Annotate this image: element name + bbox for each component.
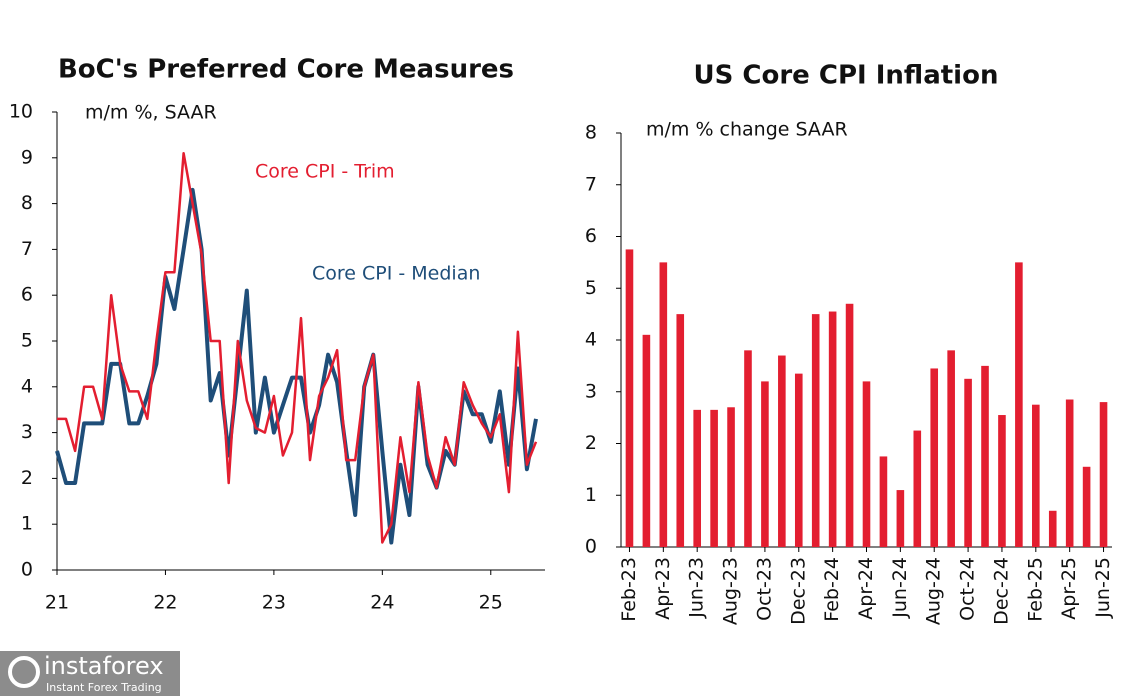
bar <box>862 381 871 547</box>
chart-title: US Core CPI Inflation <box>694 61 999 91</box>
x-tick-label: Jun-23 <box>686 557 708 619</box>
series-label: Core CPI - Trim <box>255 161 395 183</box>
bar <box>1099 402 1108 547</box>
bar <box>998 415 1006 547</box>
x-tick-label: Apr-25 <box>1058 557 1080 620</box>
y-tick-label: 0 <box>585 536 597 558</box>
y-tick-label: 3 <box>21 421 33 443</box>
bar <box>930 368 939 547</box>
x-tick-label: 24 <box>370 592 394 614</box>
watermark-icon <box>8 656 40 688</box>
bar <box>761 381 769 547</box>
bar <box>625 249 634 547</box>
y-tick-label: 8 <box>21 192 33 214</box>
x-tick-label: 23 <box>262 592 286 614</box>
y-tick-label: 10 <box>9 101 33 123</box>
y-tick-label: 5 <box>585 277 597 299</box>
bar <box>1048 510 1057 547</box>
y-axis-label: m/m %, SAAR <box>85 102 217 124</box>
x-tick-label: Jun-24 <box>889 557 911 619</box>
x-tick-label: Aug-23 <box>720 557 742 625</box>
x-tick-label: 22 <box>153 592 177 614</box>
y-tick-label: 9 <box>21 146 33 168</box>
x-tick-label: Aug-24 <box>923 557 945 625</box>
watermark: instaforex Instant Forex Trading <box>0 651 180 696</box>
y-tick-label: 7 <box>21 238 33 260</box>
bar <box>727 407 735 547</box>
chart-title: BoC's Preferred Core Measures <box>58 55 514 85</box>
bar <box>744 350 752 547</box>
x-tick-label: Feb-23 <box>618 557 640 622</box>
watermark-brand: instaforex <box>44 652 164 680</box>
y-tick-label: 6 <box>21 284 33 306</box>
bar <box>981 365 989 547</box>
y-tick-label: 2 <box>21 467 33 489</box>
bar <box>710 409 718 547</box>
bar <box>642 334 651 547</box>
x-tick-label: Apr-23 <box>652 557 674 620</box>
bar <box>693 409 701 547</box>
bar <box>659 262 668 547</box>
bar <box>828 311 837 547</box>
bar <box>676 314 685 547</box>
bar <box>778 355 786 547</box>
series-label: Core CPI - Median <box>312 263 480 285</box>
bar <box>1082 466 1091 547</box>
y-tick-label: 4 <box>21 375 33 397</box>
y-tick-label: 1 <box>21 513 33 535</box>
series-line <box>57 151 538 544</box>
y-tick-label: 3 <box>585 380 597 402</box>
bar <box>845 303 854 547</box>
x-tick-label: 25 <box>479 592 503 614</box>
x-tick-label: Dec-23 <box>787 557 809 625</box>
bar <box>1015 262 1023 547</box>
x-tick-label: Apr-24 <box>855 557 877 620</box>
bar <box>896 490 905 547</box>
y-tick-label: 8 <box>585 122 597 144</box>
x-tick-label: Oct-23 <box>753 557 775 621</box>
bar <box>811 314 820 547</box>
y-tick-label: 6 <box>585 225 597 247</box>
y-tick-label: 5 <box>21 330 33 352</box>
x-tick-label: Jun-25 <box>1092 557 1114 619</box>
y-axis-label: m/m % change SAAR <box>646 119 848 141</box>
y-tick-label: 4 <box>585 329 597 351</box>
bar <box>879 456 888 547</box>
bar <box>1032 404 1040 547</box>
x-tick-label: 21 <box>45 592 69 614</box>
bar <box>1065 399 1074 547</box>
x-tick-label: Oct-24 <box>957 557 979 621</box>
x-tick-label: Feb-24 <box>821 557 843 622</box>
bar <box>964 378 972 547</box>
x-tick-label: Dec-24 <box>990 557 1012 625</box>
y-tick-label: 2 <box>585 432 597 454</box>
y-tick-label: 0 <box>21 559 33 581</box>
y-tick-label: 7 <box>585 173 597 195</box>
bar <box>794 373 803 547</box>
watermark-tagline: Instant Forex Trading <box>46 681 162 694</box>
bar <box>913 430 922 547</box>
bar <box>947 350 955 547</box>
x-tick-label: Feb-25 <box>1024 557 1046 622</box>
y-tick-label: 1 <box>585 484 597 506</box>
